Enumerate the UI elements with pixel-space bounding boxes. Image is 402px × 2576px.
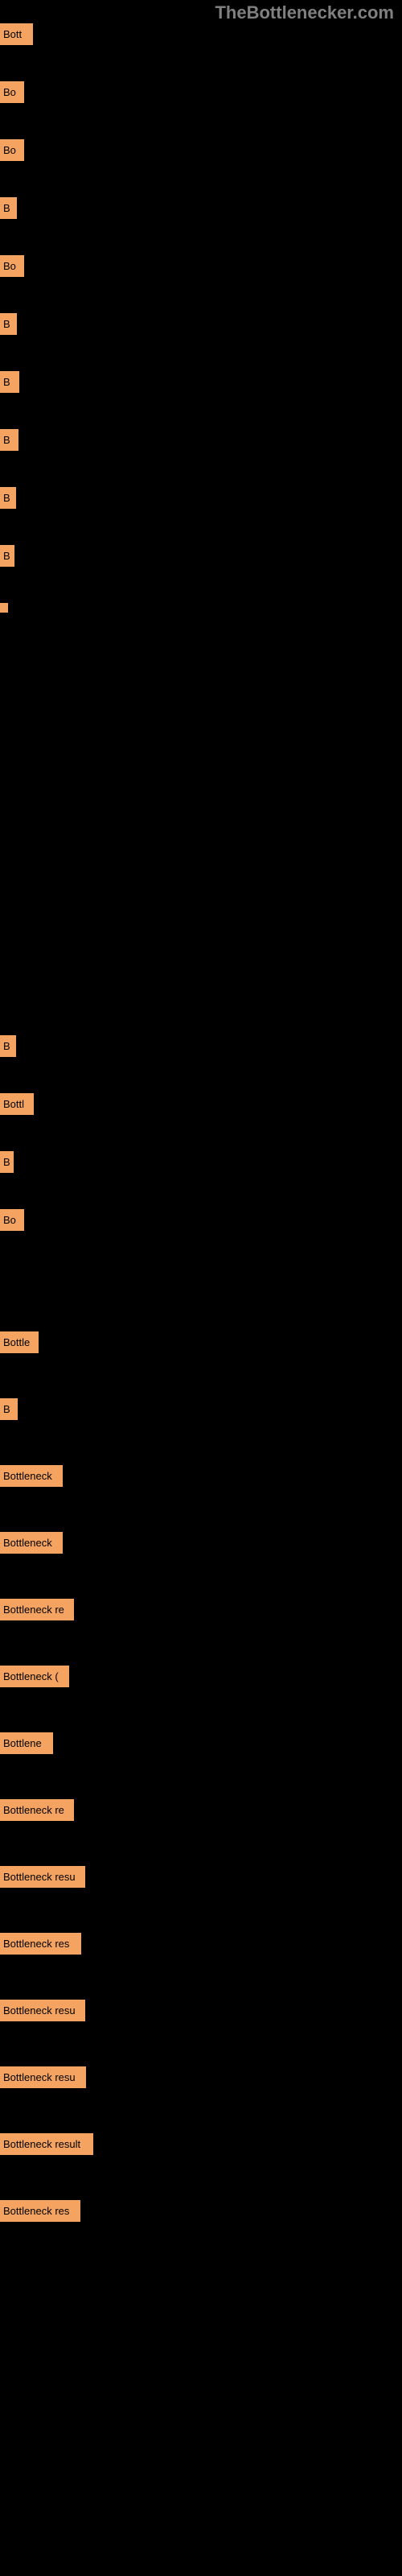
link-item: Bottle — [0, 1331, 402, 1353]
bottleneck-link[interactable]: B — [0, 545, 14, 567]
link-item: Bottl — [0, 1093, 402, 1115]
bottleneck-link[interactable]: Bottleneck — [0, 1532, 63, 1554]
mid-spacer — [0, 1267, 402, 1331]
bottleneck-link[interactable]: Bottleneck re — [0, 1799, 74, 1821]
link-item: Bo — [0, 81, 402, 103]
link-item: Bottleneck ( — [0, 1666, 402, 1687]
bottleneck-link[interactable]: B — [0, 1398, 18, 1420]
bottleneck-link[interactable]: Bottleneck res — [0, 1933, 81, 1955]
link-item: B — [0, 1151, 402, 1173]
bottleneck-link[interactable]: Bottle — [0, 1331, 39, 1353]
bottleneck-link[interactable]: Bottleneck re — [0, 1599, 74, 1620]
link-item: B — [0, 487, 402, 509]
bottleneck-link[interactable]: Bo — [0, 81, 24, 103]
bottleneck-link[interactable]: B — [0, 313, 17, 335]
link-item: Bottleneck resu — [0, 1866, 402, 1888]
bottleneck-link[interactable]: Bo — [0, 255, 24, 277]
links-list: Bott Bo Bo B Bo B B B B B B Bottl B Bo Bottle B Bottlene… — [0, 23, 402, 2222]
link-item: Bottleneck re — [0, 1599, 402, 1620]
section-spacer — [0, 649, 402, 1035]
bottleneck-link[interactable] — [0, 603, 8, 613]
link-item: B — [0, 197, 402, 219]
link-item: B — [0, 1035, 402, 1057]
link-item: Bo — [0, 139, 402, 161]
bottleneck-link[interactable]: Bottleneck res — [0, 2200, 80, 2222]
link-item: Bottleneck — [0, 1532, 402, 1554]
bottleneck-link[interactable]: Bottleneck resu — [0, 2066, 86, 2088]
bottleneck-link[interactable]: Bottl — [0, 1093, 34, 1115]
link-item: B — [0, 1398, 402, 1420]
link-item: Bottleneck result — [0, 2133, 402, 2155]
link-item: Bott — [0, 23, 402, 45]
bottleneck-link[interactable]: Bo — [0, 139, 24, 161]
bottleneck-link[interactable]: Bottleneck — [0, 1465, 63, 1487]
link-item: Bo — [0, 255, 402, 277]
link-item: Bottleneck resu — [0, 2000, 402, 2021]
link-item: Bottleneck resu — [0, 2066, 402, 2088]
bottleneck-link[interactable]: Bottleneck ( — [0, 1666, 69, 1687]
bottleneck-link[interactable]: B — [0, 371, 19, 393]
bottleneck-link[interactable]: B — [0, 197, 17, 219]
bottleneck-link[interactable]: B — [0, 487, 16, 509]
bottleneck-link[interactable]: Bott — [0, 23, 33, 45]
link-item: B — [0, 313, 402, 335]
link-item: Bottleneck re — [0, 1799, 402, 1821]
link-item: Bottleneck res — [0, 1933, 402, 1955]
link-item: B — [0, 545, 402, 567]
bottleneck-link[interactable]: Bottlene — [0, 1732, 53, 1754]
link-item: Bottleneck — [0, 1465, 402, 1487]
link-item — [0, 603, 402, 613]
bottleneck-link[interactable]: B — [0, 429, 18, 451]
link-item: B — [0, 429, 402, 451]
bottleneck-link[interactable]: B — [0, 1035, 16, 1057]
bottleneck-link[interactable]: Bottleneck resu — [0, 1866, 85, 1888]
link-item: Bo — [0, 1209, 402, 1231]
bottleneck-link[interactable]: B — [0, 1151, 14, 1173]
bottleneck-link[interactable]: Bo — [0, 1209, 24, 1231]
link-item: B — [0, 371, 402, 393]
bottleneck-link[interactable]: Bottleneck resu — [0, 2000, 85, 2021]
brand-header: TheBottlenecker.com — [0, 0, 402, 23]
link-item: Bottlene — [0, 1732, 402, 1754]
bottleneck-link[interactable]: Bottleneck result — [0, 2133, 93, 2155]
link-item: Bottleneck res — [0, 2200, 402, 2222]
